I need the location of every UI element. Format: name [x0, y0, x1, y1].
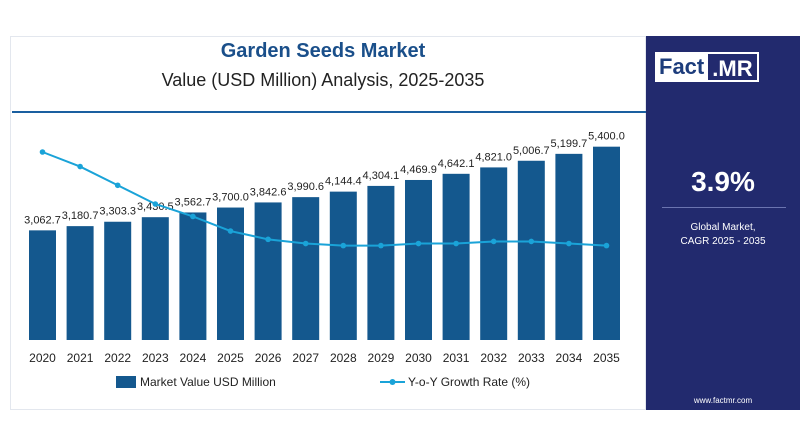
growth-point-2035: [603, 242, 610, 249]
x-tick-2033: 2033: [518, 351, 545, 365]
bar-value-label-2020: 3,062.7: [24, 214, 61, 226]
bar-2021: [66, 226, 94, 340]
cagr-label-line2: CAGR 2025 - 2035: [680, 236, 766, 247]
bar-value-label-2027: 3,990.6: [287, 181, 324, 193]
chart-subtitle: Value (USD Million) Analysis, 2025-2035: [161, 70, 485, 90]
x-tick-2025: 2025: [217, 351, 244, 365]
x-tick-2028: 2028: [330, 351, 357, 365]
title-divider: [12, 111, 646, 113]
x-tick-2030: 2030: [405, 351, 432, 365]
bar-value-label-2024: 3,562.7: [175, 196, 212, 208]
factmr-logo: Fact .MR: [655, 52, 795, 82]
bar-2020: [29, 230, 56, 340]
growth-point-2021: [77, 163, 83, 170]
bar-2024: [179, 212, 207, 340]
growth-point-2023: [152, 201, 159, 207]
bar-value-label-2030: 4,469.9: [400, 164, 437, 176]
bar-value-label-2033: 5,006.7: [513, 145, 550, 157]
x-tick-2021: 2021: [67, 351, 94, 365]
bar-value-label-2035: 5,400.0: [588, 131, 625, 143]
logo-mr-text: .MR: [708, 52, 759, 82]
x-tick-2020: 2020: [29, 351, 56, 365]
chart-title: Garden Seeds Market: [220, 40, 426, 62]
bar-2027: [292, 197, 320, 340]
website-link[interactable]: www.factmr.com: [693, 396, 753, 405]
growth-point-2026: [265, 236, 271, 243]
legend-bar-label: Market Value USD Million: [140, 375, 276, 389]
bar-2030: [405, 179, 432, 340]
legend-line-marker: [389, 379, 396, 385]
bar-value-label-2032: 4,821.0: [475, 151, 512, 163]
logo-fact-text: Fact: [655, 52, 709, 82]
bar-2029: [367, 185, 395, 340]
x-tick-2032: 2032: [480, 351, 507, 365]
x-tick-2034: 2034: [556, 351, 583, 365]
growth-point-2030: [415, 240, 422, 247]
cagr-value: 3.9%: [691, 166, 755, 197]
bar-2022: [104, 221, 132, 340]
growth-point-2032: [490, 238, 497, 245]
growth-point-2029: [378, 242, 384, 249]
bar-value-label-2021: 3,180.7: [62, 210, 99, 222]
x-tick-2026: 2026: [255, 351, 282, 365]
growth-point-2027: [302, 240, 309, 247]
x-tick-2029: 2029: [368, 351, 395, 365]
bar-value-label-2025: 3,700.0: [212, 192, 249, 204]
bar-line-chart: 3,062.7 2020 3,180.7 2021 3,303.3 2022 3,430.5…: [24, 131, 625, 389]
bar-2033: [517, 160, 545, 340]
legend-bar-swatch: [116, 376, 136, 388]
x-tick-2027: 2027: [292, 351, 319, 365]
bar-value-label-2034: 5,199.7: [551, 138, 588, 150]
legend-line-label: Y-o-Y Growth Rate (%): [408, 375, 530, 389]
x-tick-2031: 2031: [443, 351, 470, 365]
bar-value-label-2026: 3,842.6: [250, 186, 287, 198]
growth-point-2022: [114, 182, 121, 189]
bar-2034: [555, 153, 583, 340]
growth-point-2031: [453, 240, 459, 247]
growth-point-2025: [227, 228, 234, 234]
bar-value-label-2022: 3,303.3: [99, 206, 136, 218]
cagr-divider: [662, 207, 786, 208]
bar-value-label-2031: 4,642.1: [438, 158, 475, 170]
bar-2026: [254, 202, 282, 340]
bar-value-label-2023: 3,430.5: [137, 201, 174, 213]
growth-point-2034: [566, 240, 572, 247]
x-tick-2024: 2024: [180, 351, 207, 365]
bar-2028: [329, 191, 357, 340]
growth-point-2033: [528, 238, 535, 245]
bar-2023: [141, 217, 169, 340]
x-tick-2022: 2022: [104, 351, 131, 365]
bar-value-label-2029: 4,304.1: [363, 170, 400, 182]
growth-point-2024: [190, 213, 196, 220]
cagr-label-line1: Global Market,: [690, 222, 756, 233]
bar-2031: [442, 173, 470, 340]
x-tick-2035: 2035: [593, 351, 620, 365]
bar-value-label-2028: 4,144.4: [325, 176, 362, 188]
summary-panel: [646, 36, 800, 410]
growth-point-2020: [39, 149, 46, 155]
growth-point-2028: [340, 242, 347, 249]
growth-rate-line: [42, 151, 607, 247]
bar-2032: [480, 167, 508, 340]
x-tick-2023: 2023: [142, 351, 169, 365]
